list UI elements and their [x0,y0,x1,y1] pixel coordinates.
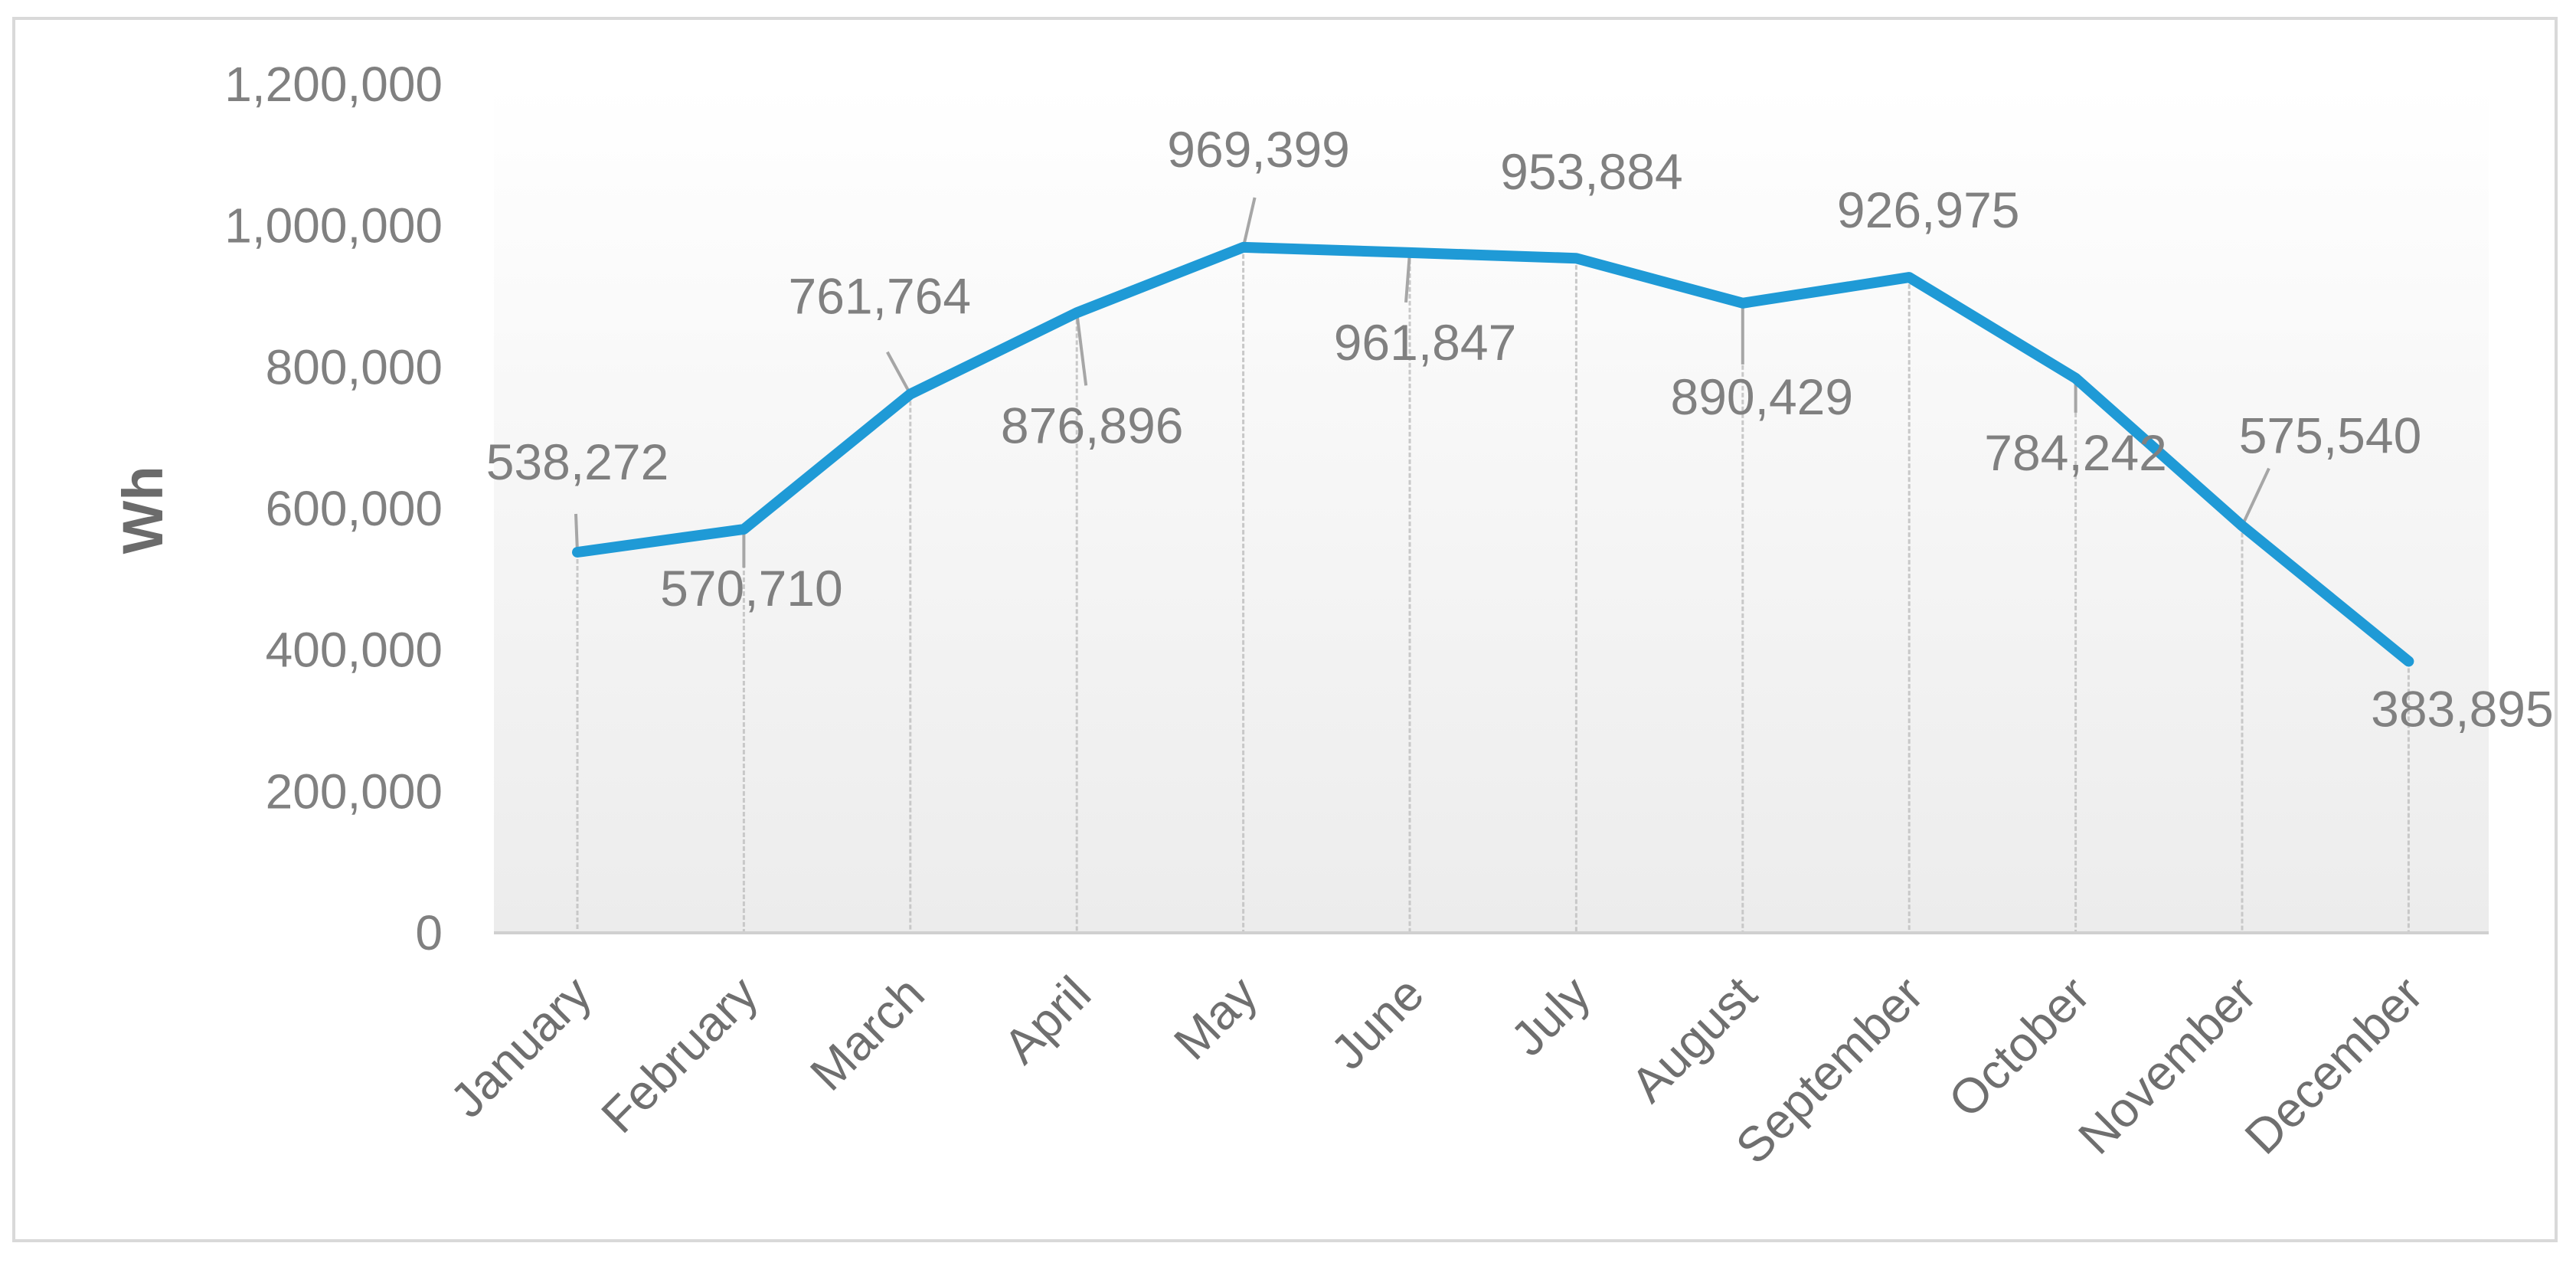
leader-line [574,513,579,553]
y-tick-label: 200,000 [266,764,443,819]
data-label: 890,429 [1671,368,1854,425]
x-category-label: November [2068,966,2267,1165]
series-line [572,241,2414,667]
leader-line [2241,467,2270,527]
data-label: 538,272 [486,433,669,490]
y-tick-label: 1,200,000 [224,57,443,112]
y-tick-label: 1,000,000 [224,198,443,254]
data-label: 570,710 [660,560,843,617]
x-category-label: December [2234,966,2434,1165]
x-category-label: July [1500,966,1600,1066]
data-labels: 538,272 570,710 761,764 876,896 969,399 961,8… [486,121,2554,738]
data-label: 876,896 [1001,397,1184,453]
x-category-label: February [590,966,768,1143]
x-category-label: May [1163,966,1267,1070]
y-axis-title: Wh [111,466,175,554]
x-category-label: October [1938,966,2100,1128]
x-category-label: June [1320,966,1434,1080]
x-category-label: August [1620,966,1767,1113]
data-label: 784,242 [1984,424,2167,481]
x-category-label: January [440,966,602,1128]
data-label: 969,399 [1167,121,1350,178]
data-label: 961,847 [1334,314,1517,371]
leader-line [1241,197,1257,248]
data-label: 953,884 [1500,143,1683,200]
data-label: 926,975 [1837,182,2020,238]
x-category-label: March [799,966,935,1101]
leader-line [1404,252,1411,303]
drop-lines [576,247,2410,933]
data-label: 575,540 [2239,407,2422,464]
leader-lines [574,197,2270,568]
leader-line [886,351,912,395]
y-tick-label: 800,000 [266,339,443,394]
y-tick-label: 600,000 [266,481,443,536]
y-tick-label: 0 [415,905,443,960]
x-category-label: April [993,966,1101,1074]
leader-line [1075,312,1088,386]
data-label: 383,895 [2371,681,2554,738]
data-label: 761,764 [789,268,972,325]
y-tick-label: 400,000 [266,623,443,678]
y-axis-ticks: 0 200,000 400,000 600,000 800,000 1,000,000 1,… [224,57,443,960]
plot-area [494,84,2489,933]
